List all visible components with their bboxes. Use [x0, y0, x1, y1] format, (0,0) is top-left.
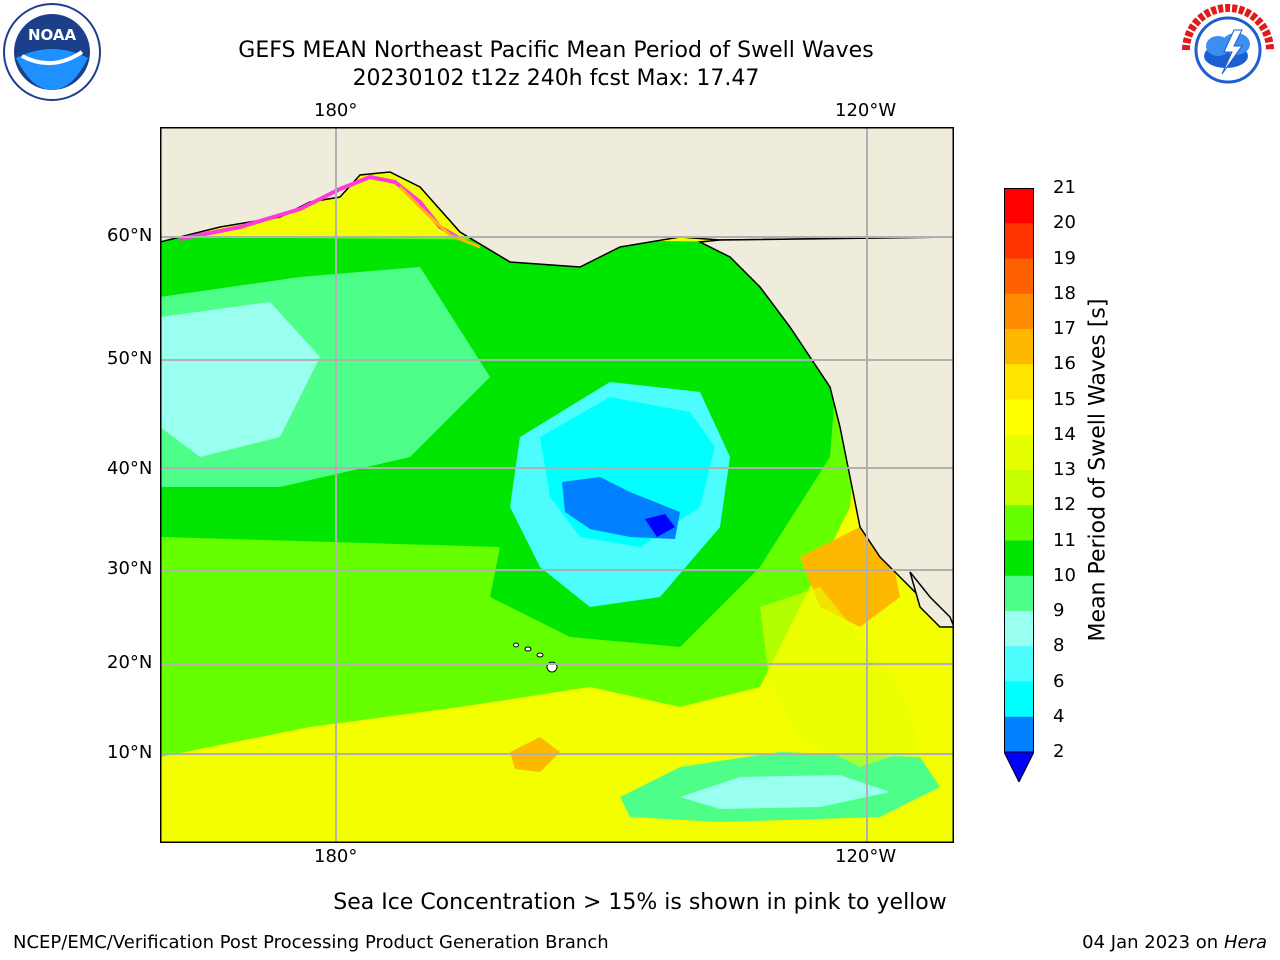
colorbar-band — [1004, 223, 1034, 259]
lat-label: 60°N — [107, 225, 153, 246]
lon-label-bottom: 180° — [314, 846, 358, 867]
sea-ice-note: Sea Ice Concentration > 15% is shown in … — [333, 890, 947, 915]
lat-label: 20°N — [107, 652, 153, 673]
colorbar-tick-label: 14 — [1053, 423, 1076, 445]
lat-label: 30°N — [107, 558, 153, 579]
colorbar-tick-label: 13 — [1053, 459, 1076, 480]
hawaii-island — [536, 652, 544, 658]
hawaii-island — [524, 646, 532, 652]
colorbar-tick-label: 10 — [1053, 564, 1076, 586]
footer-date: 04 Jan 2023 on Hera — [1082, 932, 1267, 953]
colorbar-tick-label: 9 — [1053, 600, 1065, 621]
colorbar-extend-min — [1003, 751, 1035, 784]
colorbar-tick-label: 21 — [1053, 177, 1076, 198]
colorbar-tick-label: 6 — [1053, 670, 1065, 692]
graticule — [160, 127, 954, 843]
lat-label: 10°N — [107, 742, 153, 763]
colorbar-tick-label: 17 — [1053, 318, 1076, 339]
swell-zone-8-9 — [160, 302, 320, 457]
colorbar-tick-label: 19 — [1053, 247, 1076, 269]
colorbar — [1003, 188, 1035, 784]
land-baja — [909, 571, 954, 628]
chart-title: GEFS MEAN Northeast Pacific Mean Period … — [238, 38, 874, 63]
lat-label: 40°N — [107, 458, 153, 479]
swell-zone-below-2 — [645, 514, 675, 537]
colorbar-tick-label: 4 — [1053, 705, 1065, 727]
lon-label-bottom: 120°W — [835, 846, 897, 867]
colorbar-band — [1004, 611, 1034, 647]
colorbar-band — [1004, 646, 1034, 682]
footer-credit: NCEP/EMC/Verification Post Processing Pr… — [13, 932, 609, 953]
lon-label-top: 180° — [314, 100, 358, 121]
colorbar-band — [1004, 293, 1034, 330]
colorbar-tick-label: 8 — [1053, 635, 1065, 657]
colorbar-band — [1004, 470, 1034, 506]
lon-label-top: 120°W — [835, 100, 897, 121]
noaa-logo-text: NOAA — [28, 26, 77, 44]
colorbar-band — [1004, 540, 1034, 577]
colorbar-band — [1004, 364, 1034, 400]
footer-machine: Hera — [1223, 932, 1267, 953]
colorbar-tick-label: 12 — [1053, 494, 1076, 516]
colorbar-title: Mean Period of Swell Waves [s] — [1085, 298, 1111, 642]
footer-date-text: 04 Jan 2023 on — [1082, 932, 1224, 953]
nws-logo — [1178, 0, 1278, 100]
map-border — [160, 127, 954, 843]
colorbar-band — [1004, 434, 1034, 471]
colorbar-band — [1004, 575, 1034, 612]
colorbar-band — [1004, 188, 1034, 224]
colorbar-band — [1004, 681, 1034, 718]
colorbar-tick-label: 20 — [1053, 212, 1076, 234]
chart-subtitle: 20230102 t12z 240h fcst Max: 17.47 — [352, 66, 760, 91]
colorbar-band — [1004, 258, 1034, 295]
colorbar-band — [1004, 505, 1034, 541]
lat-label: 50°N — [107, 348, 153, 369]
colorbar-tick-label: 11 — [1053, 529, 1076, 551]
colorbar-band — [1004, 329, 1034, 365]
colorbar-tick-label: 18 — [1053, 282, 1076, 304]
colorbar-band — [1004, 399, 1034, 436]
hawaii-island — [513, 642, 519, 648]
swell-period-map — [160, 127, 954, 843]
noaa-logo: NOAA — [2, 2, 102, 102]
colorbar-band — [1004, 716, 1034, 753]
colorbar-tick-label: 16 — [1053, 353, 1076, 375]
colorbar-tick-label: 15 — [1053, 388, 1076, 410]
colorbar-tick-label: 2 — [1053, 741, 1065, 762]
